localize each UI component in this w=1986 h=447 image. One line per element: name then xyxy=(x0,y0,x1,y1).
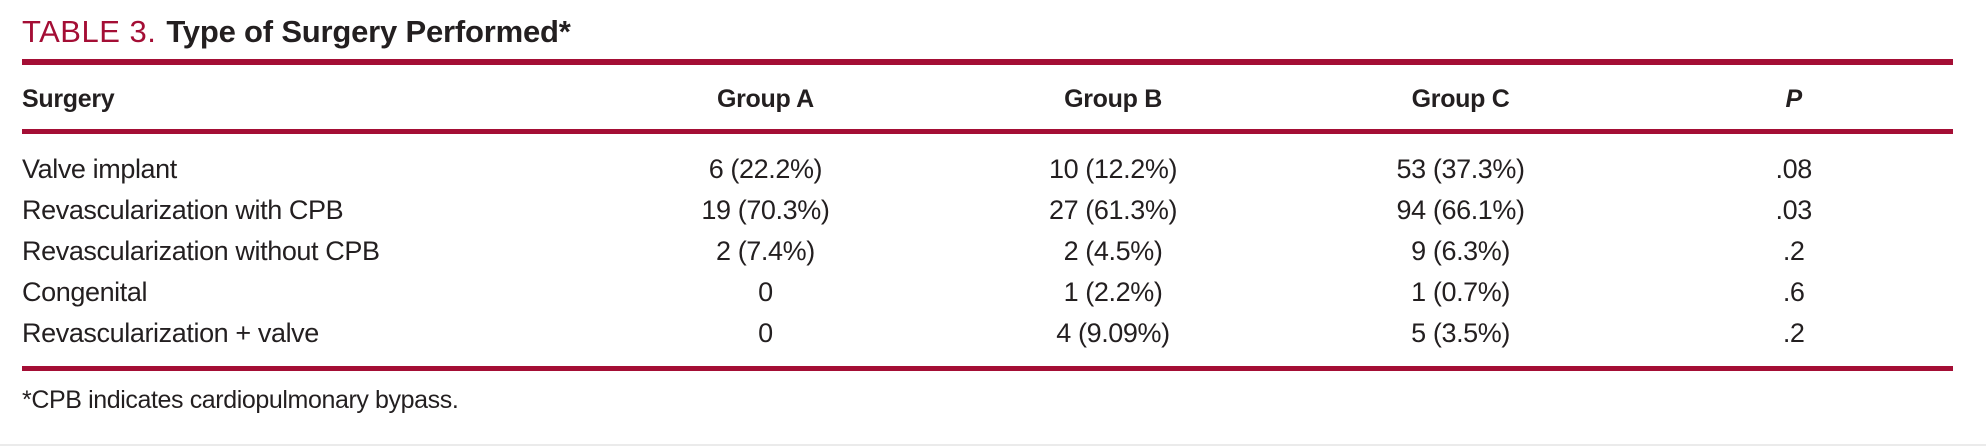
p-value-cell: .03 xyxy=(1775,195,1813,225)
surgery-table: Surgery Group A Group B Group C P Valve … xyxy=(22,65,1953,371)
group-c-cell: 9 (6.3%) xyxy=(1411,236,1510,266)
group-a-cell: 19 (70.3%) xyxy=(701,195,830,225)
group-c-cell: 53 (37.3%) xyxy=(1396,154,1525,184)
surgery-cell: Revascularization without CPB xyxy=(22,236,380,266)
column-header-surgery: Surgery xyxy=(22,65,592,134)
page-divider xyxy=(0,444,1986,446)
group-b-cell: 1 (2.2%) xyxy=(1063,277,1163,307)
group-b-cell: 10 (12.2%) xyxy=(1048,154,1178,184)
group-a-cell: 0 xyxy=(758,277,773,307)
table-title: Type of Surgery Performed* xyxy=(166,14,571,49)
group-a-cell: 2 (7.4%) xyxy=(716,236,815,266)
table-row: Congenital 0 1 (2.2%) 1 (0.7%) .6 xyxy=(22,272,1953,313)
table-number-label: TABLE 3. xyxy=(22,14,157,49)
column-header-group-c: Group C xyxy=(1286,65,1635,134)
group-b-cell: 4 (9.09%) xyxy=(1056,318,1170,348)
group-c-cell: 94 (66.1%) xyxy=(1396,195,1525,225)
column-header-p-value: P xyxy=(1634,65,1953,134)
table-row: Revascularization with CPB 19 (70.3%) 27… xyxy=(22,190,1953,231)
table-figure: TABLE 3. Type of Surgery Performed* Surge… xyxy=(22,0,1953,415)
table-caption: TABLE 3. Type of Surgery Performed* xyxy=(22,0,1953,50)
surgery-cell: Valve implant xyxy=(22,154,177,184)
p-value-cell: .2 xyxy=(1782,318,1805,348)
surgery-cell: Revascularization + valve xyxy=(22,318,319,348)
table-row: Revascularization + valve 0 4 (9.09%) 5 … xyxy=(22,313,1953,369)
table-row: Revascularization without CPB 2 (7.4%) 2… xyxy=(22,231,1953,272)
group-a-cell: 0 xyxy=(758,318,773,348)
header-row: Surgery Group A Group B Group C P xyxy=(22,65,1953,134)
p-value-cell: .6 xyxy=(1782,277,1805,307)
table-footnote: *CPB indicates cardiopulmonary bypass. xyxy=(22,386,459,414)
group-b-cell: 27 (61.3%) xyxy=(1048,195,1178,225)
table-row: Valve implant 6 (22.2%) 10 (12.2%) 53 (3… xyxy=(22,132,1953,191)
top-rule xyxy=(22,59,1953,65)
surgery-cell: Congenital xyxy=(22,277,148,307)
column-header-group-a: Group A xyxy=(591,65,940,134)
group-a-cell: 6 (22.2%) xyxy=(708,154,823,184)
surgery-cell: Revascularization with CPB xyxy=(22,195,344,225)
column-header-group-b: Group B xyxy=(939,65,1287,134)
table-header: Surgery Group A Group B Group C P xyxy=(22,65,1953,134)
table-body: Valve implant 6 (22.2%) 10 (12.2%) 53 (3… xyxy=(22,132,1953,369)
group-c-cell: 5 (3.5%) xyxy=(1411,318,1510,348)
p-value-cell: .2 xyxy=(1782,236,1805,266)
group-c-cell: 1 (0.7%) xyxy=(1411,277,1510,307)
group-b-cell: 2 (4.5%) xyxy=(1063,236,1163,266)
p-value-cell: .08 xyxy=(1775,154,1813,184)
